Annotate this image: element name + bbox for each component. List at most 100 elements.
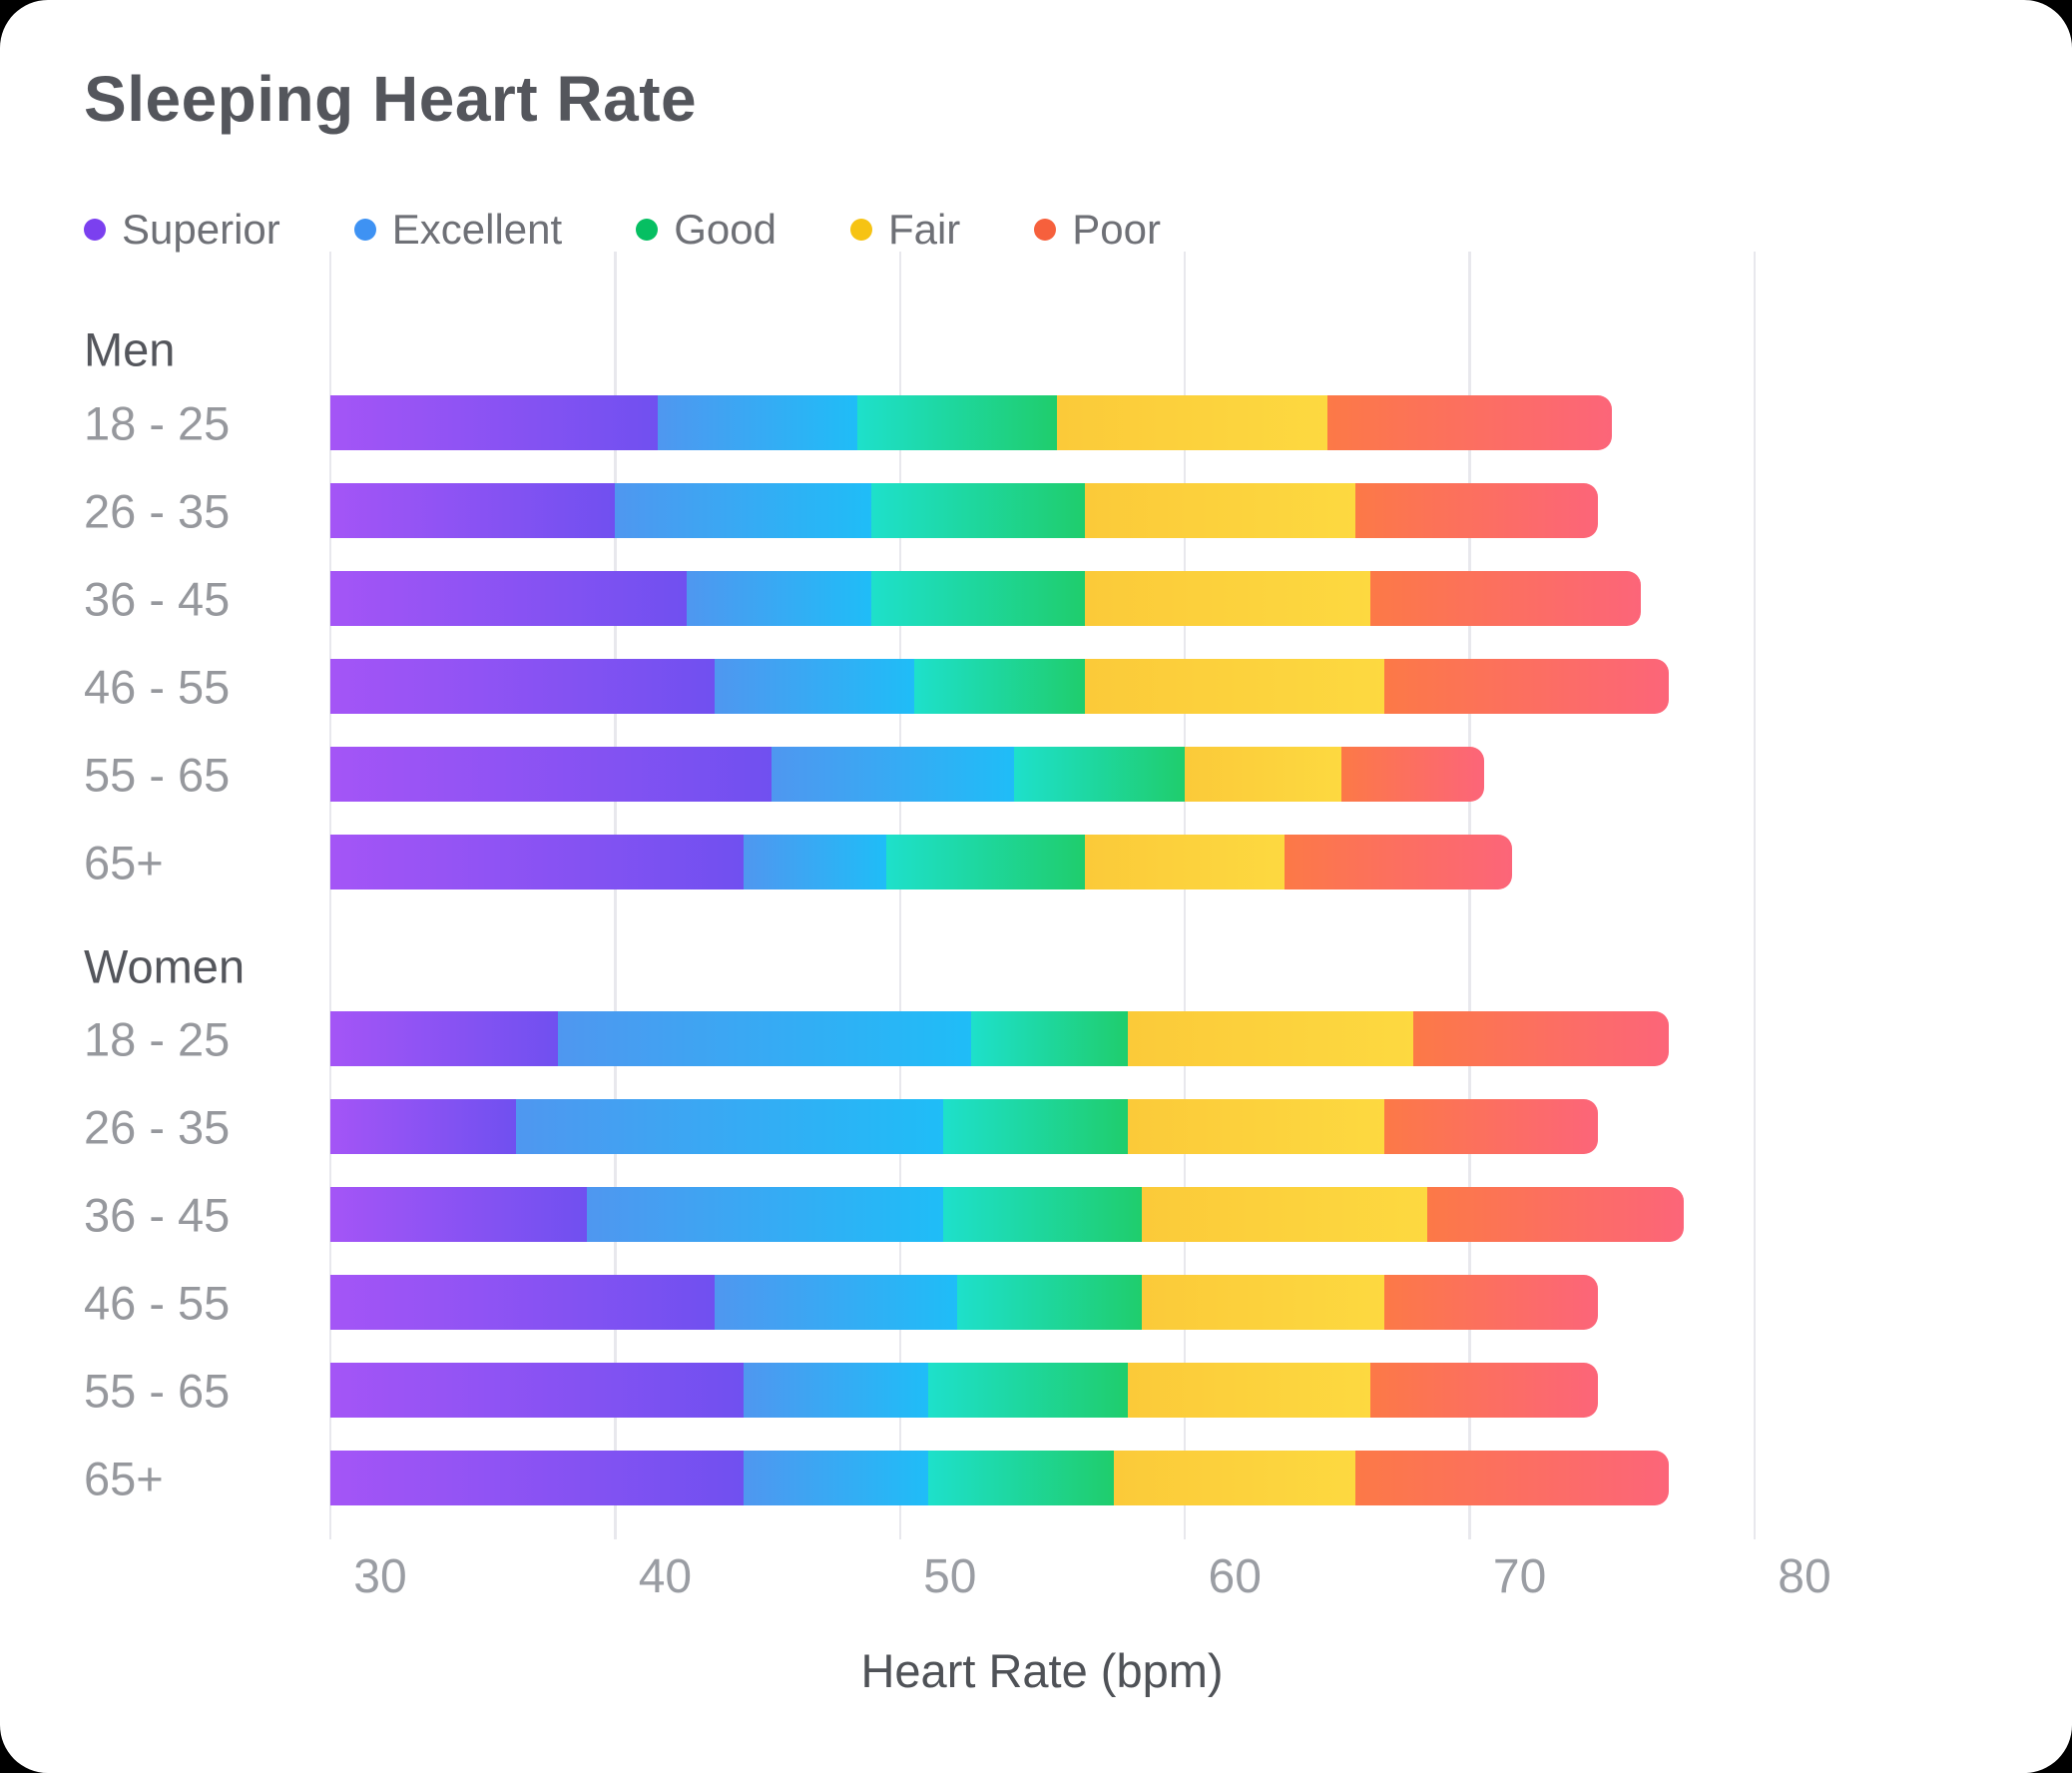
- bar-segment-superior: [330, 835, 745, 889]
- bar-segment-fair: [1085, 571, 1371, 626]
- bar-segment-fair: [1128, 1011, 1414, 1066]
- bar-segment-good: [956, 1275, 1143, 1330]
- bar-segment-excellent: [715, 1275, 958, 1330]
- bar-segment-good: [1013, 747, 1186, 802]
- bar-row: [330, 1011, 1670, 1066]
- bar-segment-superior: [330, 395, 659, 450]
- legend-dot-icon: [84, 219, 106, 241]
- legend-dot-icon: [636, 219, 659, 241]
- row-label: 26 - 35: [84, 484, 231, 537]
- bar-segment-poor: [1383, 1099, 1599, 1154]
- bar-segment-good: [928, 1363, 1129, 1418]
- row-label: 65+: [84, 1452, 164, 1504]
- gridline-40: [614, 252, 617, 1539]
- x-tick-label: 50: [923, 1550, 977, 1603]
- bar-segment-poor: [1412, 1011, 1670, 1066]
- legend-label: Poor: [1072, 206, 1161, 253]
- row-label: 36 - 45: [84, 572, 231, 625]
- bar-segment-poor: [1355, 1451, 1670, 1505]
- x-tick-label: 30: [353, 1550, 407, 1603]
- bar-segment-excellent: [558, 1011, 972, 1066]
- bar-segment-excellent: [743, 1451, 929, 1505]
- bar-segment-poor: [1355, 483, 1599, 538]
- bar-segment-excellent: [715, 659, 915, 714]
- legend-dot-icon: [353, 219, 376, 241]
- legend-item-poor: Poor: [1034, 206, 1161, 254]
- bar-row: [330, 1451, 1670, 1505]
- x-axis-title: Heart Rate (bpm): [860, 1644, 1224, 1697]
- legend-item-superior: Superior: [84, 206, 280, 254]
- bar-segment-poor: [1369, 1363, 1599, 1418]
- bar-segment-superior: [330, 1011, 559, 1066]
- bar-row: [330, 835, 1513, 889]
- bar-row: [330, 747, 1484, 802]
- row-label: 18 - 25: [84, 1012, 231, 1065]
- bar-segment-superior: [330, 1187, 588, 1242]
- bar-segment-good: [914, 659, 1086, 714]
- legend-item-fair: Fair: [849, 206, 961, 254]
- bar-segment-superior: [330, 1363, 745, 1418]
- row-label: 36 - 45: [84, 1188, 231, 1241]
- group-header-men: Men: [84, 322, 176, 376]
- bar-segment-poor: [1383, 659, 1670, 714]
- bar-segment-excellent: [515, 1099, 944, 1154]
- bar-segment-excellent: [772, 747, 1015, 802]
- row-label: 55 - 65: [84, 748, 231, 801]
- legend-label: Excellent: [391, 206, 563, 253]
- legend-label: Fair: [887, 206, 961, 253]
- bar-segment-excellent: [586, 1187, 944, 1242]
- bar-segment-fair: [1142, 1275, 1385, 1330]
- group-header-women: Women: [84, 939, 246, 993]
- bar-segment-fair: [1085, 835, 1286, 889]
- row-label: 46 - 55: [84, 660, 231, 713]
- legend-item-excellent: Excellent: [353, 206, 563, 254]
- bar-segment-superior: [330, 1099, 517, 1154]
- legend-item-good: Good: [636, 206, 777, 254]
- row-label: 26 - 35: [84, 1100, 231, 1153]
- x-tick-label: 40: [638, 1550, 693, 1603]
- bar-segment-fair: [1185, 747, 1342, 802]
- x-tick-label: 80: [1778, 1550, 1831, 1603]
- bar-segment-excellent: [658, 395, 858, 450]
- gridline-60: [1183, 252, 1187, 1539]
- bar-segment-superior: [330, 483, 616, 538]
- bar-segment-fair: [1085, 483, 1357, 538]
- bar-segment-superior: [330, 571, 688, 626]
- bar-row: [330, 1275, 1599, 1330]
- row-label: 55 - 65: [84, 1364, 231, 1417]
- bar-row: [330, 659, 1670, 714]
- row-label: 18 - 25: [84, 396, 231, 449]
- bar-segment-excellent: [615, 483, 872, 538]
- bar-row: [330, 483, 1599, 538]
- row-label: 65+: [84, 836, 164, 888]
- bar-segment-good: [885, 835, 1086, 889]
- bar-segment-poor: [1369, 571, 1641, 626]
- bar-segment-superior: [330, 659, 716, 714]
- bar-segment-good: [942, 1099, 1129, 1154]
- legend-dot-icon: [849, 219, 872, 241]
- gridline-70: [1468, 252, 1471, 1539]
- bar-row: [330, 1187, 1684, 1242]
- gridline-30: [328, 252, 332, 1539]
- gridline-50: [898, 252, 902, 1539]
- bar-segment-poor: [1383, 1275, 1599, 1330]
- bar-segment-good: [871, 571, 1086, 626]
- bar-segment-excellent: [686, 571, 872, 626]
- bar-segment-poor: [1285, 835, 1513, 889]
- legend-label: Good: [674, 206, 777, 253]
- bar-segment-good: [942, 1187, 1143, 1242]
- legend: Superior Excellent Good Fair Poor: [84, 206, 1161, 254]
- bar-row: [330, 571, 1641, 626]
- bar-segment-fair: [1113, 1451, 1357, 1505]
- x-tick-label: 70: [1492, 1550, 1547, 1603]
- bar-segment-fair: [1128, 1363, 1371, 1418]
- bar-segment-fair: [1085, 659, 1385, 714]
- chart-title: Sleeping Heart Rate: [84, 63, 698, 135]
- bar-row: [330, 1363, 1599, 1418]
- bar-segment-fair: [1128, 1099, 1385, 1154]
- bar-row: [330, 1099, 1599, 1154]
- bar-segment-superior: [330, 747, 773, 802]
- bar-segment-poor: [1326, 395, 1613, 450]
- bar-segment-poor: [1341, 747, 1484, 802]
